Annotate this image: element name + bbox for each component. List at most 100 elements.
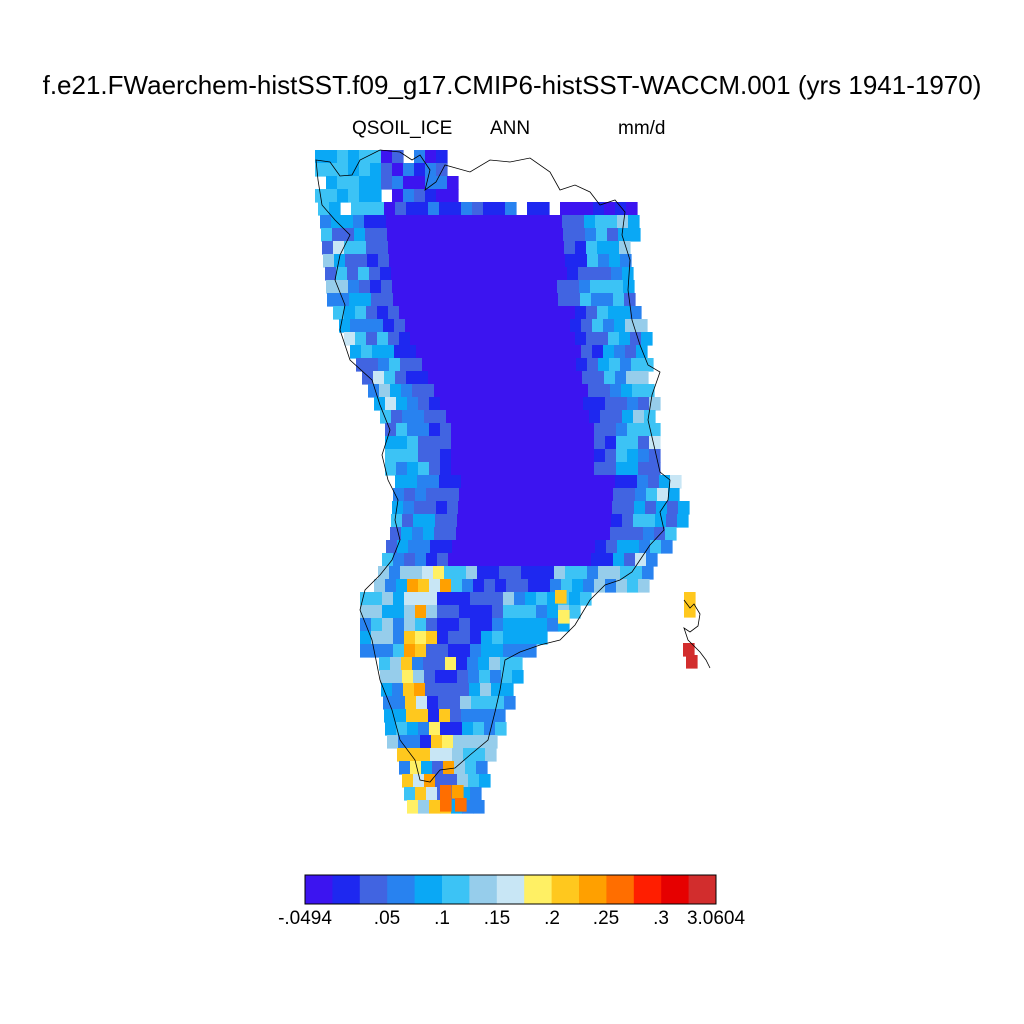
map-cell xyxy=(391,670,403,684)
map-cell xyxy=(468,514,480,528)
map-cell xyxy=(436,683,448,697)
map-cell xyxy=(382,644,394,658)
map-cell xyxy=(572,449,584,463)
map-cell xyxy=(521,358,533,372)
map-cell xyxy=(466,566,478,580)
map-cell xyxy=(649,423,661,437)
map-cell xyxy=(385,722,397,736)
map-cell xyxy=(559,319,571,333)
map-cell xyxy=(403,189,415,203)
map-cell xyxy=(430,748,442,762)
map-cell xyxy=(505,475,517,489)
map-cell xyxy=(602,553,614,567)
map-cell xyxy=(601,501,613,515)
map-cell xyxy=(503,293,515,307)
map-cell xyxy=(481,631,493,645)
map-cell xyxy=(378,566,390,580)
map-cell xyxy=(487,241,499,255)
map-cell xyxy=(648,475,660,489)
map-cell xyxy=(677,514,689,528)
map-cell xyxy=(429,449,441,463)
map-cell xyxy=(585,228,597,242)
map-cell xyxy=(597,332,609,346)
map-cell xyxy=(559,345,571,359)
map-cell xyxy=(379,657,391,671)
map-cell xyxy=(623,280,635,294)
map-cell xyxy=(550,397,562,411)
map-cell xyxy=(495,579,507,593)
map-cell xyxy=(421,332,433,346)
map-cell xyxy=(441,215,453,229)
colorbar-tick-label: .2 xyxy=(544,908,560,929)
map-cell xyxy=(441,748,453,762)
map-cell xyxy=(432,241,444,255)
map-cell xyxy=(392,501,404,515)
map-cell xyxy=(348,189,360,203)
map-cell xyxy=(364,215,376,229)
map-cell xyxy=(505,371,517,385)
map-cell xyxy=(586,241,598,255)
map-cell xyxy=(471,345,483,359)
map-cell xyxy=(534,514,546,528)
map-cell xyxy=(550,449,562,463)
map-cell xyxy=(523,410,535,424)
map-cell xyxy=(557,280,569,294)
map-cell xyxy=(598,358,610,372)
map-cell xyxy=(429,722,441,736)
map-cell xyxy=(366,241,378,255)
map-cell xyxy=(425,176,437,190)
map-cell xyxy=(400,254,412,268)
map-cell xyxy=(395,475,407,489)
map-cell xyxy=(415,605,427,619)
map-cell xyxy=(525,592,537,606)
map-cell xyxy=(403,163,415,177)
map-cell xyxy=(362,371,374,385)
map-cell xyxy=(446,774,458,788)
map-cell xyxy=(524,501,536,515)
map-cell xyxy=(390,527,402,541)
map-cell xyxy=(480,280,492,294)
map-cell xyxy=(537,345,549,359)
map-cell xyxy=(600,267,612,281)
map-cell xyxy=(422,358,434,372)
colorbar-frame xyxy=(304,874,717,905)
map-cell xyxy=(381,683,393,697)
map-cell xyxy=(543,566,555,580)
coastline xyxy=(315,149,711,783)
map-cell xyxy=(399,241,411,255)
map-cell xyxy=(514,644,526,658)
map-cell xyxy=(354,228,366,242)
map-cell xyxy=(428,202,440,216)
map-cell xyxy=(561,462,573,476)
map-cell xyxy=(572,423,584,437)
map-cell xyxy=(490,267,502,281)
map-cell xyxy=(382,293,394,307)
map-cell xyxy=(587,358,599,372)
map-cell xyxy=(360,631,372,645)
map-cell xyxy=(546,280,558,294)
map-cell xyxy=(407,449,419,463)
map-cell xyxy=(479,670,491,684)
map-cell xyxy=(436,150,448,164)
map-cell xyxy=(612,280,624,294)
map-cell xyxy=(418,397,430,411)
map-cell xyxy=(407,436,419,450)
map-cell xyxy=(393,631,405,645)
map-cell xyxy=(480,683,492,697)
map-cell xyxy=(549,475,561,489)
map-cell xyxy=(442,735,454,749)
map-cell xyxy=(412,384,424,398)
map-cell xyxy=(360,592,372,606)
map-cell xyxy=(498,241,510,255)
map-cell xyxy=(437,605,449,619)
map-cell xyxy=(448,592,460,606)
map-cell xyxy=(491,280,503,294)
map-cell xyxy=(613,488,625,502)
map-cell xyxy=(470,293,482,307)
map-cell xyxy=(511,527,523,541)
map-cell xyxy=(504,345,516,359)
map-cell xyxy=(421,306,433,320)
map-cell xyxy=(454,241,466,255)
map-cell xyxy=(536,618,548,632)
map-cell xyxy=(489,527,501,541)
